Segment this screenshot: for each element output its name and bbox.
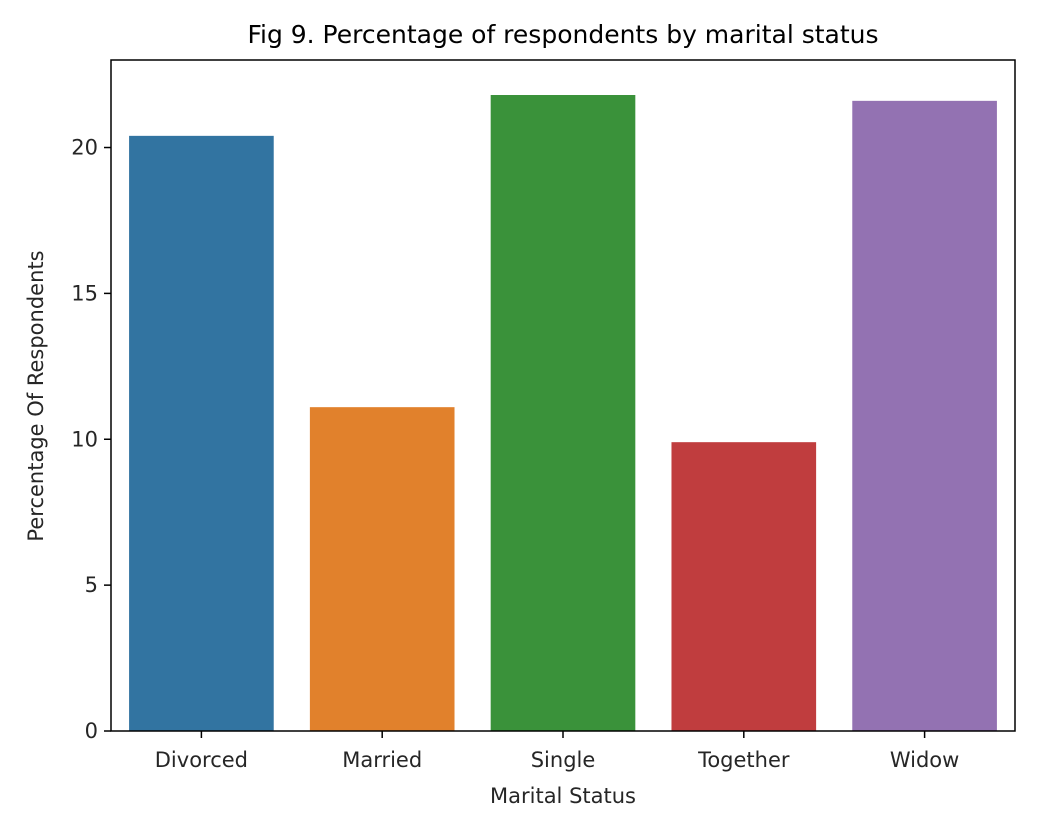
y-axis: 0 5 10 15 20	[71, 136, 111, 743]
y-tick-label: 0	[85, 719, 98, 743]
y-tick-label: 20	[71, 136, 98, 160]
bar-single	[490, 95, 636, 732]
y-tick-label: 10	[71, 427, 98, 451]
y-tick-label: 15	[71, 281, 98, 305]
bars-group	[129, 95, 997, 732]
x-tick-label: Divorced	[155, 748, 248, 772]
y-axis-label: Percentage Of Respondents	[24, 250, 48, 541]
x-tick-label: Widow	[890, 748, 960, 772]
chart-title: Fig 9. Percentage of respondents by mari…	[247, 20, 878, 49]
x-tick-label: Single	[531, 748, 596, 772]
x-tick-label: Married	[342, 748, 422, 772]
bar-married	[309, 407, 455, 731]
bar-together	[671, 442, 817, 731]
x-tick-label: Together	[697, 748, 790, 772]
bar-divorced	[129, 135, 274, 731]
y-tick-label: 5	[85, 573, 98, 597]
x-axis: Divorced Married Single Together Widow	[155, 731, 960, 772]
x-axis-label: Marital Status	[490, 784, 636, 808]
bar-widow	[852, 100, 997, 731]
